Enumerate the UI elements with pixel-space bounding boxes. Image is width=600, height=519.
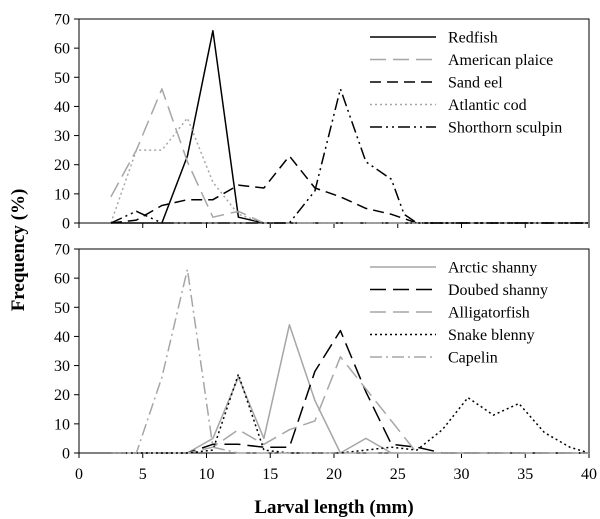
panel-top: 0 10 20 30 40 50 60 70 Redfish American plaice San… [54,12,590,233]
x-axis-title: Larval length (mm) [254,497,413,518]
y-tick-label: 50 [54,70,70,87]
x-tick-label: 30 [454,466,470,483]
legend-label: Sand eel [448,75,503,92]
legend-label: Capelin [448,350,498,367]
y-tick-label: 0 [62,446,70,463]
y-tick-label: 50 [54,300,70,317]
series-line-snake-blenny [110,373,590,454]
series-line-capelin [110,268,589,454]
y-tick-label: 30 [54,128,70,145]
y-tick-label: 70 [54,242,70,259]
y-tick-label: 40 [54,329,70,346]
x-tick-label: 25 [390,466,406,483]
x-tick-label: 15 [262,466,278,483]
y-tick-label: 0 [62,216,70,233]
legend-label: Redfish [448,30,498,47]
x-tick-label: 0 [75,466,83,483]
y-tick-label: 10 [54,416,70,433]
x-tick-label: 10 [199,466,215,483]
series-line-shorthorn-sculpin [110,88,589,224]
legend-label: Doubed shanny [448,282,548,299]
x-tick-label: 20 [326,466,342,483]
legend-label: American plaice [448,52,553,69]
legend-label: Arctic shanny [448,260,537,277]
y-tick-label: 40 [54,99,70,116]
x-tick-label: 35 [517,466,533,483]
legend-label: Snake blenny [448,327,535,344]
series-line-arctic-shanny [110,324,589,454]
legend-label: Alligatorfish [448,305,530,322]
y-tick-label: 20 [54,387,70,404]
y-tick-label: 60 [54,271,70,288]
x-tick-label: 5 [139,466,147,483]
legend-label: Shorthorn sculpin [448,120,562,137]
y-tick-label: 30 [54,358,70,375]
y-axis-title: Frequency (%) [8,189,29,312]
series-line-sand-eel [110,155,589,224]
panel-bottom: 0 10 20 30 40 50 60 70 0 5 10 15 20 25 30 35 40 Arctic sh… [54,242,597,484]
y-tick-label: 10 [54,186,70,203]
series-line-doubed-shanny [110,329,589,454]
y-tick-label: 20 [54,157,70,174]
y-tick-label: 70 [54,12,70,29]
y-tick-label: 60 [54,41,70,58]
x-tick-label: 40 [581,466,597,483]
legend-label: Atlantic cod [448,97,527,114]
plot-frame [78,248,590,454]
